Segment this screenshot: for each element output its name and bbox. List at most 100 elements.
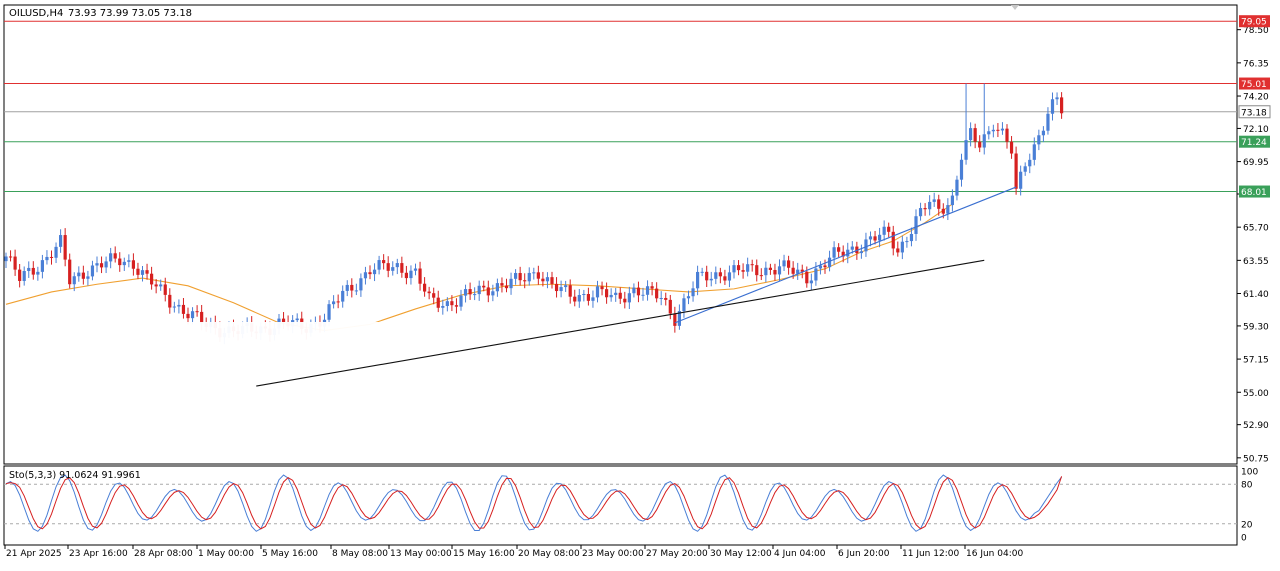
candle-body — [573, 296, 577, 302]
y-axis-tick-label: 72.10 — [1243, 125, 1269, 135]
candle-body — [732, 265, 736, 273]
candle-body — [1014, 153, 1018, 189]
candle-body — [504, 285, 509, 289]
candle-body — [559, 287, 563, 292]
candle-body — [750, 264, 754, 266]
candle-body — [668, 299, 672, 314]
candle-body — [554, 283, 559, 292]
candle-body — [864, 239, 868, 252]
candle-body — [18, 269, 22, 281]
candle-body — [145, 270, 149, 274]
x-axis-tick-label: 27 May 20:00 — [646, 549, 708, 559]
candle-body — [386, 263, 390, 271]
candle-body — [186, 313, 190, 319]
candle-body — [787, 260, 791, 268]
candle-body — [868, 236, 873, 240]
candle-body — [673, 313, 677, 326]
candle-body — [150, 273, 154, 285]
candle-body — [741, 270, 745, 272]
candle-body — [832, 247, 836, 258]
candle-body — [841, 251, 845, 257]
candle-body — [696, 271, 700, 289]
x-axis-tick-label: 16 Jun 04:00 — [966, 549, 1023, 559]
x-axis-tick-label: 21 Apr 2025 — [6, 549, 62, 559]
candle-body — [705, 271, 709, 281]
candle-body — [982, 134, 986, 148]
stochastic-main-line — [5, 474, 1062, 532]
stochastic-label: Sto(5,3,3) 91.0624 91.9961 — [9, 470, 141, 481]
candle-body — [1055, 97, 1059, 100]
candle-body — [846, 249, 850, 257]
candle-body — [586, 293, 590, 301]
trendline-blue[interactable] — [674, 186, 1017, 324]
candle-body — [746, 264, 750, 272]
candle-body — [140, 270, 145, 275]
candle-body — [77, 272, 81, 277]
y-axis-tick-label: 76.35 — [1243, 59, 1269, 69]
candle-body — [363, 272, 368, 279]
candle-body — [891, 231, 895, 249]
candle-body — [377, 260, 381, 270]
price-level-tag-label: 71.24 — [1241, 138, 1267, 148]
candle-body — [90, 265, 95, 277]
candle-body — [946, 205, 950, 214]
candle-body — [523, 280, 527, 282]
candle-body — [659, 297, 663, 299]
trendline-black[interactable] — [256, 259, 985, 387]
stochastic-level-label: 20 — [1241, 520, 1253, 530]
price-level-tag-label: 79.05 — [1241, 18, 1267, 28]
candle-body — [181, 304, 186, 314]
candle-body — [964, 140, 968, 160]
candle-body — [759, 275, 763, 277]
x-axis-tick-label: 15 May 16:00 — [453, 549, 515, 559]
candle-body — [914, 216, 918, 234]
candle-body — [718, 272, 722, 277]
candle-body — [582, 293, 586, 296]
chart-ohlc-values: 73.93 73.99 73.05 73.18 — [68, 8, 192, 19]
candle-body — [823, 265, 827, 268]
candle-body — [887, 226, 891, 232]
candle-body — [973, 128, 977, 142]
y-axis-tick-label: 63.55 — [1243, 257, 1269, 267]
candle-body — [773, 269, 777, 275]
candle-body — [200, 311, 204, 324]
candle-body — [495, 283, 499, 292]
candle-body — [359, 278, 363, 291]
candle-body — [450, 301, 454, 306]
candle-body — [168, 294, 172, 308]
candle-body — [427, 291, 431, 294]
candle-body — [518, 273, 522, 281]
candle-body — [445, 301, 449, 307]
x-axis-tick-label: 30 May 12:00 — [710, 549, 772, 559]
stochastic-signal-line — [5, 476, 1063, 530]
candle-body — [327, 304, 331, 320]
candle-body — [172, 306, 176, 308]
candle-body — [131, 260, 135, 269]
candle-body — [909, 233, 914, 242]
price-level-tag-label: 73.18 — [1241, 108, 1267, 118]
candle-body — [400, 263, 404, 273]
candle-body — [564, 285, 568, 288]
candle-body — [190, 311, 195, 319]
candle-body — [959, 159, 964, 180]
candle-body — [686, 296, 691, 299]
candle-body — [1019, 171, 1023, 189]
candle-body — [996, 129, 1000, 131]
y-axis-tick-label: 55.00 — [1243, 389, 1269, 399]
candle-body — [755, 265, 759, 276]
candle-body — [95, 263, 99, 266]
candle-body — [454, 305, 459, 307]
candle-body — [873, 236, 877, 241]
candle-body — [800, 269, 804, 272]
candle-body — [432, 293, 436, 298]
chart-shift-marker[interactable] — [1011, 5, 1019, 10]
price-level-tag — [1239, 77, 1270, 90]
candle-body — [463, 289, 468, 296]
candle-body — [650, 286, 654, 289]
y-axis-tick-label: 57.15 — [1243, 356, 1269, 366]
candle-body — [336, 301, 340, 303]
candle-body — [682, 298, 686, 312]
candle-body — [782, 260, 786, 267]
